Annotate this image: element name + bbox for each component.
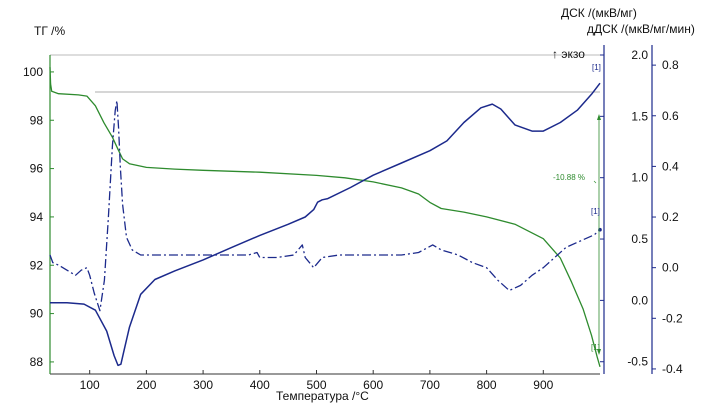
right-2-tick-label: 0.0 [662,261,679,275]
right-2-tick-label: -0.4 [662,362,683,376]
mass-loss-indicator [593,114,601,355]
right-2-tick-label: 0.6 [662,109,679,123]
right-2-tick-label: 0.8 [662,58,679,72]
mass-loss-label: -10.88 % [553,173,585,182]
right-axis-2-ticks: -0.4 -0.2 0.0 0.2 0.4 0.6 0.8 [652,58,683,376]
dsc-curve [50,82,601,367]
right-axis-1-title: ДСК /(мкВ/мг) [561,6,637,20]
x-axis-title: Температура /°C [276,389,369,403]
marker-tg-end: [1] [591,343,600,352]
left-tick-label: 100 [23,65,43,79]
exo-label: ↑ экзо [552,47,585,61]
left-tick-label: 98 [30,113,44,127]
tg-curve [49,67,601,367]
x-tick-label: 400 [250,378,270,392]
right-2-tick-label: 0.2 [662,210,679,224]
x-tick-label: 500 [306,378,326,392]
mass-loss-arrow-head-top [597,114,601,120]
series-layer [49,67,602,367]
left-tick-label: 96 [30,162,44,176]
x-tick-label: 800 [477,378,497,392]
x-tick-label: 600 [363,378,383,392]
mass-loss-arrow-head-bottom [597,349,601,355]
x-tick-label: 300 [193,378,213,392]
right-1-tick-label: 2.0 [631,48,648,62]
plot-area [49,45,653,375]
x-tick-label: 700 [420,378,440,392]
left-tick-label: 94 [30,210,44,224]
left-tick-label: 88 [30,355,44,369]
x-tick-label: 900 [533,378,553,392]
x-tick-label: 100 [80,378,100,392]
right-1-tick-label: 1.5 [631,109,648,123]
ddsc-curve [49,99,601,312]
right-2-tick-label: 0.4 [662,159,679,173]
left-tick-label: 92 [30,258,44,272]
right-1-tick-label: 1.0 [631,171,648,185]
right-1-tick-label: -0.5 [627,355,648,369]
marker-dsc-end: [1] [592,63,601,72]
right-axis-2-title: дДСК /(мкВ/мг/мин) [587,22,695,36]
right-axis-1-ticks: -0.5 0.0 0.5 1.0 1.5 2.0 [600,48,648,369]
left-axis-ticks: 88 90 92 94 96 98 100 [23,65,54,369]
right-2-tick-label: -0.2 [662,311,683,325]
left-tick-label: 90 [30,307,44,321]
marker-ddsc-end: [1] [591,207,600,216]
x-axis-ticks: 100 200 300 400 500 600 700 800 900 [80,370,554,392]
right-1-tick-label: 0.5 [631,232,648,246]
left-axis-title: ТГ /% [34,24,65,38]
mass-loss-leader-line [593,180,597,184]
x-tick-label: 200 [136,378,156,392]
right-1-tick-label: 0.0 [631,293,648,307]
